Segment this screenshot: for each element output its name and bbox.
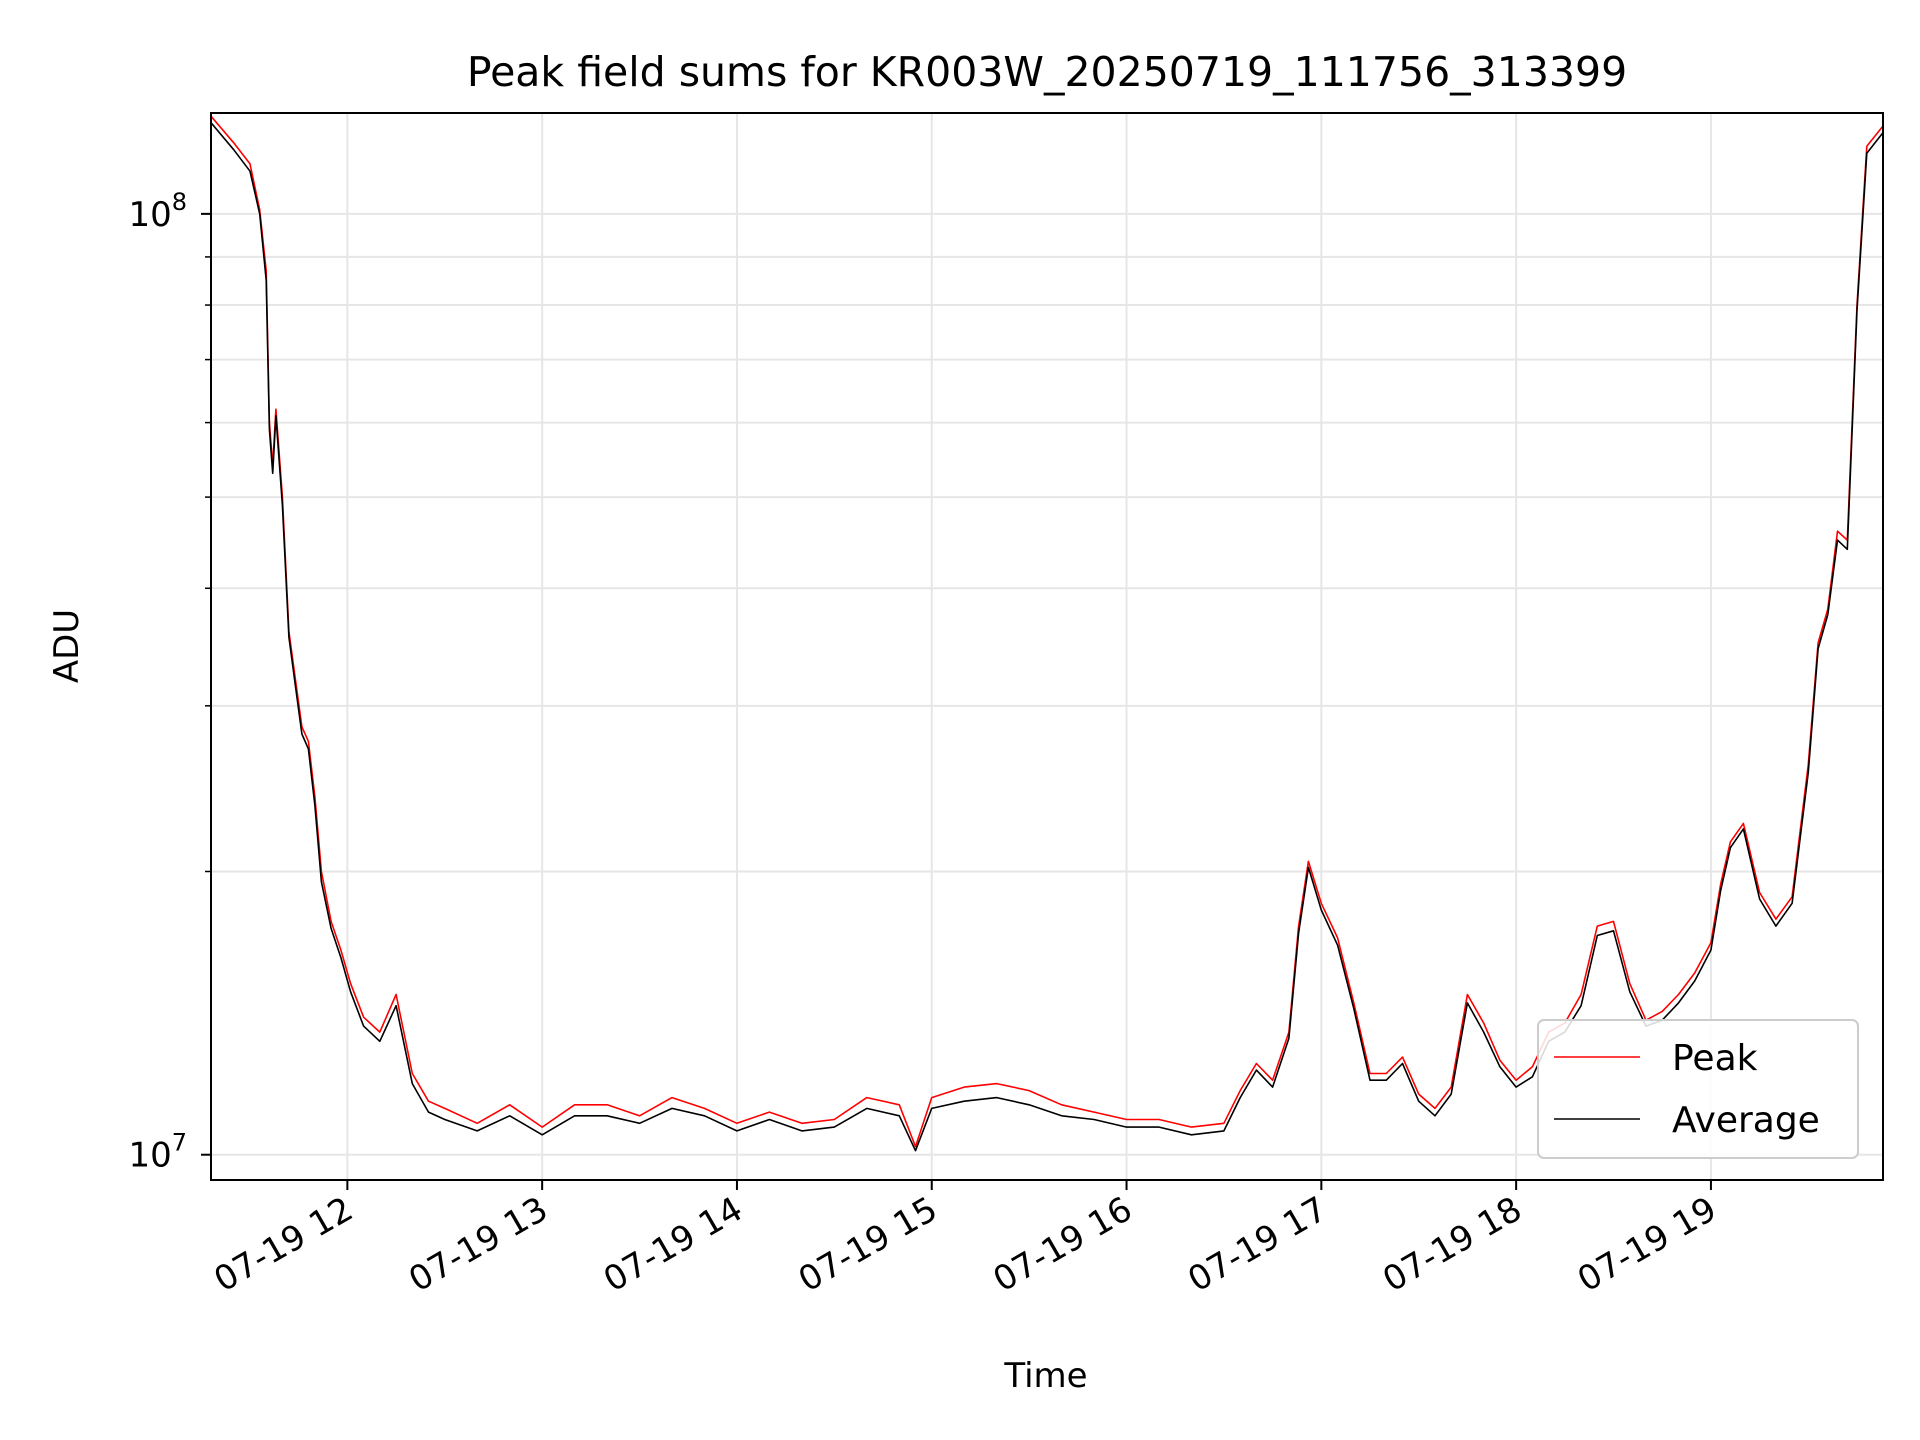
chart-title: Peak field sums for KR003W_20250719_1117… — [467, 48, 1627, 96]
legend-peak-label: Peak — [1672, 1038, 1758, 1079]
series-lines — [210, 115, 1884, 1152]
legend: Peak Average — [1537, 1019, 1859, 1159]
grid-lines — [211, 113, 1883, 1180]
plot-frame — [210, 112, 1884, 1181]
series-line-average — [210, 122, 1884, 1152]
x-axis-label: Time — [1003, 1356, 1087, 1396]
y-axis-label: ADU — [47, 609, 87, 683]
legend-average-label: Average — [1672, 1100, 1820, 1141]
series-line-peak — [210, 115, 1884, 1148]
y-tick-label: 108 — [128, 188, 187, 235]
y-tick-label: 107 — [128, 1129, 187, 1176]
legend-box — [1537, 1019, 1859, 1159]
